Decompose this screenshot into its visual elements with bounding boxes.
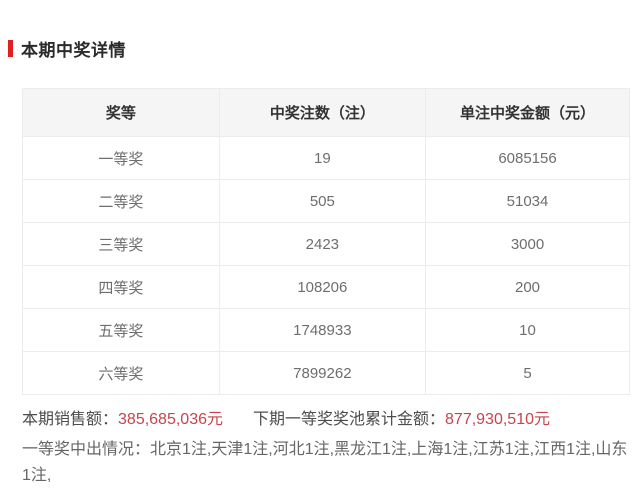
cell-win-count: 108206 bbox=[218, 265, 427, 309]
jackpot-value: 877,930,510元 bbox=[445, 411, 550, 428]
table-row: 一等奖 19 6085156 bbox=[22, 136, 630, 180]
prize-table: 奖等 中奖注数（注） 单注中奖金额（元） 一等奖 19 6085156 二等奖 … bbox=[22, 88, 630, 395]
cell-win-count: 505 bbox=[218, 179, 427, 223]
table-row: 四等奖 108206 200 bbox=[22, 265, 630, 309]
page-title: 本期中奖详情 bbox=[21, 41, 126, 60]
table-row: 五等奖 1748933 10 bbox=[22, 308, 630, 352]
cell-prize-level: 五等奖 bbox=[22, 308, 220, 352]
cell-win-count: 1748933 bbox=[218, 308, 427, 352]
table-row: 三等奖 2423 3000 bbox=[22, 222, 630, 266]
table-row: 二等奖 505 51034 bbox=[22, 179, 630, 223]
jackpot-label: 下期一等奖奖池累计金额： bbox=[253, 411, 446, 428]
table-row: 六等奖 7899262 5 bbox=[22, 351, 630, 395]
cell-win-count: 2423 bbox=[218, 222, 427, 266]
cell-prize-level: 三等奖 bbox=[22, 222, 220, 266]
sales-label: 本期销售额： bbox=[22, 411, 119, 428]
sales-value: 385,685,036元 bbox=[118, 411, 223, 428]
cell-prize-amount: 5 bbox=[425, 351, 630, 395]
section-header: 本期中奖详情 bbox=[8, 36, 126, 61]
header-prize-amount: 单注中奖金额（元） bbox=[425, 88, 630, 137]
cell-prize-amount: 6085156 bbox=[425, 136, 630, 180]
cell-prize-amount: 51034 bbox=[425, 179, 630, 223]
cell-prize-amount: 200 bbox=[425, 265, 630, 309]
cell-prize-level: 一等奖 bbox=[22, 136, 220, 180]
cell-prize-amount: 3000 bbox=[425, 222, 630, 266]
cell-win-count: 19 bbox=[218, 136, 427, 180]
header-win-count: 中奖注数（注） bbox=[218, 88, 427, 137]
table-header-row: 奖等 中奖注数（注） 单注中奖金额（元） bbox=[22, 88, 630, 137]
cell-prize-level: 二等奖 bbox=[22, 179, 220, 223]
cell-prize-level: 六等奖 bbox=[22, 351, 220, 395]
first-prize-detail: 一等奖中出情况：北京1注,天津1注,河北1注,黑龙江1注,上海1注,江苏1注,江… bbox=[22, 437, 628, 491]
sales-summary: 本期销售额：385,685,036元 下期一等奖奖池累计金额：877,930,51… bbox=[22, 405, 550, 429]
cell-win-count: 7899262 bbox=[218, 351, 427, 395]
cell-prize-amount: 10 bbox=[425, 308, 630, 352]
cell-prize-level: 四等奖 bbox=[22, 265, 220, 309]
red-accent-bar bbox=[8, 40, 13, 57]
detail-line-1: 一等奖中出情况：北京1注,天津1注,河北1注,黑龙江1注,上海1注,江苏1注,江… bbox=[22, 441, 628, 484]
header-prize-level: 奖等 bbox=[22, 88, 220, 137]
